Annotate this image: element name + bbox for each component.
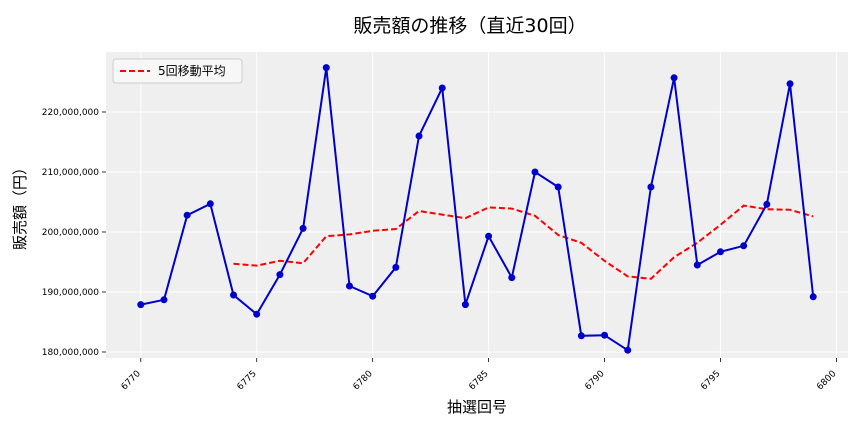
x-axis-title: 抽選回号 [447,398,507,416]
x-tick-label: 6785 [467,369,490,392]
sales-series [137,64,817,354]
legend: 5回移動平均 [112,58,243,84]
plot-area [106,52,848,358]
sales-point [716,248,724,256]
x-tick-label: 6780 [352,369,375,392]
sales-point [809,293,817,301]
sales-point [345,282,353,290]
y-tick-label: 220,000,000 [42,108,100,118]
sales-point [392,263,400,271]
x-tick-label: 6775 [236,369,259,392]
y-tick-label: 200,000,000 [42,228,100,238]
sales-point [485,232,493,240]
sales-point [299,224,307,232]
sales-point [253,310,261,318]
sales-point [230,291,238,299]
sales-point [624,346,632,354]
legend-box [112,58,243,84]
chart-title: 販売額の推移（直近30回） [353,15,586,37]
sales-point [160,296,168,304]
y-axis-title: 販売額（円） [11,160,29,250]
sales-point [693,261,701,269]
y-tick-label: 180,000,000 [42,348,100,358]
sales-point [206,200,214,208]
sales-point [601,331,609,339]
sales-point [531,168,539,176]
sales-point [647,183,655,191]
sales-point [554,183,562,191]
legend-label-moving-average: 5回移動平均 [158,64,226,78]
sales-point [369,292,377,300]
y-tick-label: 210,000,000 [42,168,100,178]
sales-point [322,64,330,72]
sales-line [140,67,815,352]
sales-point [577,332,585,340]
x-tick-label: 6770 [120,369,143,392]
sales-point [763,200,771,208]
x-tick-label: 6795 [699,369,722,392]
sales-point [276,271,284,279]
sales-point [137,301,145,309]
moving-average-line [233,204,814,280]
y-axis: 180,000,000 190,000,000 200,000,000 210,000… [42,108,106,358]
grid [106,52,848,358]
sales-point [508,274,516,282]
sales-point [415,132,423,140]
x-tick-label: 6790 [583,369,606,392]
y-tick-label: 190,000,000 [42,288,100,298]
sales-point [786,80,794,88]
x-axis: 6770 6775 6780 6785 6790 6795 6800 [120,358,839,392]
sales-point [670,74,678,82]
sales-point [438,84,446,92]
moving-average-series [233,204,814,280]
x-tick-label: 6800 [815,369,838,392]
sales-point [740,242,748,250]
sales-point [183,211,191,219]
sales-point [461,301,469,309]
